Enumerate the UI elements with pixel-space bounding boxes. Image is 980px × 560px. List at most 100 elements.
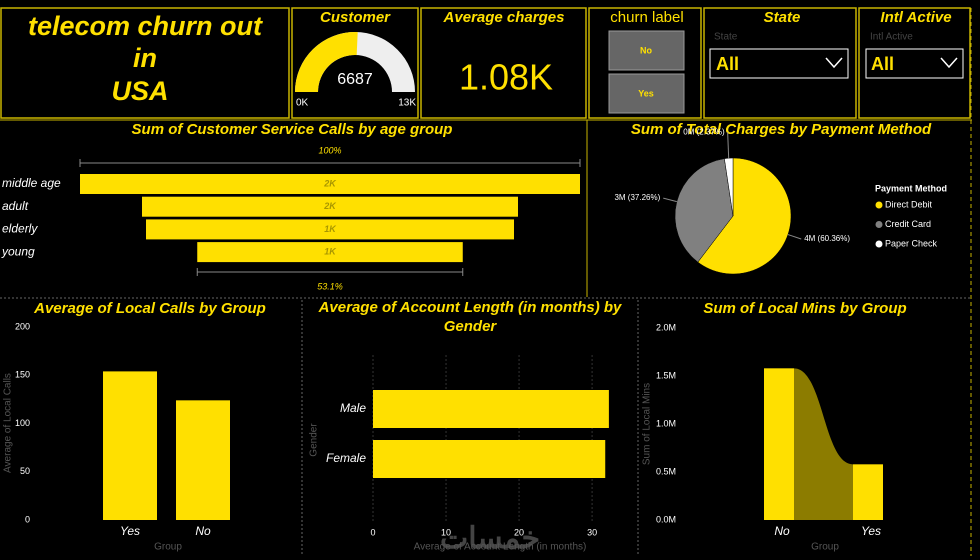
y-axis-label: Gender bbox=[309, 423, 320, 457]
dropdown[interactable] bbox=[865, 48, 964, 79]
y-tick-label: Male bbox=[340, 401, 366, 415]
y-axis-label: Sum of Local Mins bbox=[642, 383, 653, 465]
data-label: 1K bbox=[324, 224, 337, 234]
x-axis-label: Group bbox=[811, 542, 839, 553]
y-tick-label: 0 bbox=[25, 514, 30, 524]
funnel-bar bbox=[197, 242, 463, 263]
legend-label: Direct Debit bbox=[885, 199, 933, 209]
title-line: USA bbox=[111, 76, 168, 106]
legend-label: Credit Card bbox=[885, 219, 931, 229]
y-tick-label: 1.5M bbox=[656, 370, 676, 380]
legend-marker bbox=[875, 240, 883, 248]
y-tick-label: 100 bbox=[15, 418, 30, 428]
slicer-title: State bbox=[764, 9, 801, 26]
y-tick-label: 200 bbox=[15, 321, 30, 331]
category-label: adult bbox=[2, 199, 29, 213]
card-title: Average charges bbox=[443, 9, 565, 26]
legend-marker bbox=[875, 221, 883, 228]
y-tick-label: 150 bbox=[15, 370, 30, 380]
data-label: 3M (37.26%) bbox=[614, 193, 660, 202]
category-label: middle age bbox=[2, 176, 61, 190]
funnel-bar bbox=[80, 174, 580, 194]
x-axis-label: Group bbox=[154, 542, 182, 553]
leader-line bbox=[787, 234, 802, 240]
chevron[interactable] bbox=[825, 57, 843, 69]
gauge-min: 0K bbox=[296, 98, 309, 109]
chart-title-box: Average of Account Length (in months) by… bbox=[318, 299, 622, 335]
bar bbox=[764, 368, 794, 520]
y-tick-label: 0.5M bbox=[656, 466, 676, 476]
funnel-bar bbox=[146, 219, 514, 240]
funnel-bar bbox=[142, 196, 518, 217]
y-tick-label: Female bbox=[326, 451, 366, 465]
slicer-option[interactable]: Yes bbox=[638, 88, 654, 98]
ribbon bbox=[794, 368, 853, 520]
dropdown[interactable] bbox=[709, 48, 849, 79]
bar bbox=[373, 390, 609, 428]
panel bbox=[291, 7, 419, 119]
panel bbox=[420, 7, 587, 119]
legend-label: Paper Check bbox=[885, 238, 938, 248]
x-tick-label: 0 bbox=[370, 527, 375, 537]
chart-title: Sum of Total Charges by Payment Method bbox=[631, 121, 932, 138]
slicer-option[interactable]: No bbox=[640, 45, 652, 55]
slicer-label: State bbox=[714, 32, 738, 43]
pie-slice bbox=[697, 157, 792, 275]
x-tick-label: Yes bbox=[861, 524, 881, 538]
dropdown-value[interactable]: All bbox=[716, 54, 739, 74]
panel bbox=[0, 7, 290, 119]
legend-marker bbox=[875, 201, 883, 209]
panel bbox=[858, 7, 971, 119]
x-tick-label: Yes bbox=[120, 524, 140, 538]
chart-title: Average of Local Calls by Group bbox=[33, 300, 266, 317]
y-tick-label: 0.0M bbox=[656, 514, 676, 524]
gauge-value bbox=[295, 32, 358, 92]
y-axis-label: Average of Local Calls bbox=[3, 373, 14, 473]
chart-title: Sum of Local Mins by Group bbox=[703, 300, 906, 317]
leader-line bbox=[727, 132, 730, 159]
x-axis-label: Average of Account Length (in months) bbox=[414, 542, 587, 553]
gauge-max: 13K bbox=[398, 98, 416, 109]
slicer-button[interactable] bbox=[608, 30, 685, 71]
category-label: elderly bbox=[2, 222, 38, 236]
funnel-top-label: 100% bbox=[318, 145, 341, 155]
y-tick-label: 50 bbox=[20, 466, 30, 476]
chevron[interactable] bbox=[940, 57, 958, 69]
bar bbox=[176, 400, 230, 520]
gauge-value-label: 6687 bbox=[337, 71, 373, 88]
y-tick-label: 1.0M bbox=[656, 418, 676, 428]
card-value: 1.08K bbox=[459, 57, 553, 98]
x-tick-label: 30 bbox=[587, 527, 597, 537]
slicer-title: churn label bbox=[610, 9, 683, 26]
x-tick-label: 20 bbox=[514, 527, 524, 537]
x-tick-label: No bbox=[195, 524, 211, 538]
bar bbox=[373, 440, 606, 478]
data-label: 4M (60.36%) bbox=[804, 234, 850, 243]
chart-title: Average of Account Length (in months) by… bbox=[318, 299, 622, 335]
slicer-title: Intl Active bbox=[880, 9, 951, 26]
panel bbox=[703, 7, 857, 119]
title-line: telecom churn out bbox=[28, 11, 263, 41]
bar bbox=[103, 371, 157, 520]
y-tick-label: 2.0M bbox=[656, 322, 676, 332]
data-label: 1K bbox=[324, 246, 337, 256]
dropdown-value[interactable]: All bbox=[871, 54, 894, 74]
data-label: 2K bbox=[323, 178, 337, 188]
slicer-label: Intl Active bbox=[870, 32, 913, 43]
watermark: خمسات bbox=[440, 522, 540, 555]
x-tick-label: 10 bbox=[441, 527, 451, 537]
slicer-button[interactable] bbox=[608, 73, 685, 114]
category-label: young bbox=[1, 244, 35, 258]
data-label: 2K bbox=[323, 201, 337, 211]
title-line: in bbox=[133, 43, 157, 73]
legend-title: Payment Method bbox=[875, 183, 947, 193]
x-tick-label: No bbox=[774, 524, 790, 538]
chart-title: Customer bbox=[320, 9, 391, 26]
panel bbox=[588, 7, 702, 119]
data-label: 0M (2.37%) bbox=[683, 127, 725, 136]
bar bbox=[853, 464, 883, 520]
chart-title: Sum of Customer Service Calls by age gro… bbox=[132, 121, 453, 138]
leader-line bbox=[663, 197, 677, 203]
funnel-bottom-label: 53.1% bbox=[317, 281, 343, 291]
